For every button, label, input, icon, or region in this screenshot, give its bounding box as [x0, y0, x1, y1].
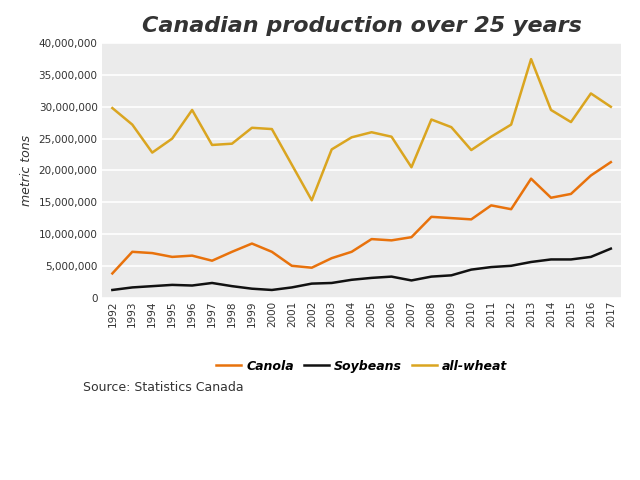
- Soybeans: [527, 259, 535, 265]
- Canola: [587, 173, 595, 179]
- all-wheat: [288, 162, 296, 168]
- all-wheat: [467, 147, 475, 153]
- Soybeans: [168, 282, 176, 288]
- Canola: [188, 253, 196, 259]
- Soybeans: [308, 281, 316, 287]
- Soybeans: [148, 283, 156, 289]
- Soybeans: [109, 287, 116, 293]
- all-wheat: [408, 164, 415, 170]
- Canola: [129, 249, 136, 255]
- Canola: [567, 191, 575, 197]
- Canola: [408, 234, 415, 240]
- all-wheat: [368, 130, 376, 135]
- Soybeans: [228, 283, 236, 289]
- all-wheat: [348, 134, 355, 140]
- Soybeans: [328, 280, 335, 286]
- Canola: [208, 258, 216, 264]
- all-wheat: [308, 197, 316, 203]
- all-wheat: [109, 105, 116, 111]
- Canola: [527, 176, 535, 181]
- Canola: [467, 216, 475, 222]
- all-wheat: [248, 125, 256, 131]
- Soybeans: [188, 283, 196, 288]
- Soybeans: [348, 277, 355, 283]
- Canola: [248, 240, 256, 246]
- all-wheat: [228, 141, 236, 146]
- Line: Canola: Canola: [113, 162, 611, 274]
- all-wheat: [268, 126, 276, 132]
- all-wheat: [527, 56, 535, 62]
- Soybeans: [129, 285, 136, 290]
- Canola: [228, 249, 236, 255]
- Canola: [368, 236, 376, 242]
- Soybeans: [508, 263, 515, 269]
- Soybeans: [288, 285, 296, 290]
- Soybeans: [547, 256, 555, 262]
- Canola: [348, 249, 355, 255]
- Soybeans: [467, 267, 475, 273]
- all-wheat: [587, 91, 595, 96]
- Canola: [447, 215, 455, 221]
- all-wheat: [188, 107, 196, 113]
- all-wheat: [388, 134, 396, 140]
- Line: Soybeans: Soybeans: [113, 249, 611, 290]
- all-wheat: [567, 119, 575, 125]
- all-wheat: [447, 124, 455, 130]
- all-wheat: [547, 107, 555, 113]
- Soybeans: [587, 254, 595, 260]
- Canola: [109, 271, 116, 276]
- all-wheat: [607, 104, 614, 109]
- all-wheat: [428, 117, 435, 122]
- all-wheat: [508, 122, 515, 128]
- Line: all-wheat: all-wheat: [113, 59, 611, 200]
- all-wheat: [488, 134, 495, 140]
- Soybeans: [268, 287, 276, 293]
- Soybeans: [408, 277, 415, 283]
- all-wheat: [129, 122, 136, 128]
- Title: Canadian production over 25 years: Canadian production over 25 years: [141, 16, 582, 36]
- Soybeans: [368, 275, 376, 281]
- Legend: Canola, Soybeans, all-wheat: Canola, Soybeans, all-wheat: [216, 360, 507, 373]
- Soybeans: [388, 274, 396, 279]
- all-wheat: [168, 136, 176, 142]
- Canola: [508, 206, 515, 212]
- Canola: [328, 255, 335, 261]
- Canola: [547, 195, 555, 201]
- Soybeans: [208, 280, 216, 286]
- Canola: [607, 159, 614, 165]
- Text: Source: Statistics Canada: Source: Statistics Canada: [83, 381, 244, 394]
- Canola: [388, 238, 396, 243]
- Canola: [308, 265, 316, 271]
- Soybeans: [447, 273, 455, 278]
- Canola: [488, 203, 495, 208]
- Soybeans: [248, 286, 256, 291]
- Canola: [268, 249, 276, 255]
- Canola: [428, 214, 435, 220]
- Canola: [288, 263, 296, 269]
- Canola: [168, 254, 176, 260]
- all-wheat: [328, 146, 335, 152]
- Y-axis label: metric tons: metric tons: [20, 135, 33, 206]
- Soybeans: [428, 274, 435, 279]
- all-wheat: [208, 142, 216, 148]
- Soybeans: [488, 264, 495, 270]
- all-wheat: [148, 150, 156, 156]
- Soybeans: [567, 256, 575, 262]
- Soybeans: [607, 246, 614, 252]
- Canola: [148, 250, 156, 256]
